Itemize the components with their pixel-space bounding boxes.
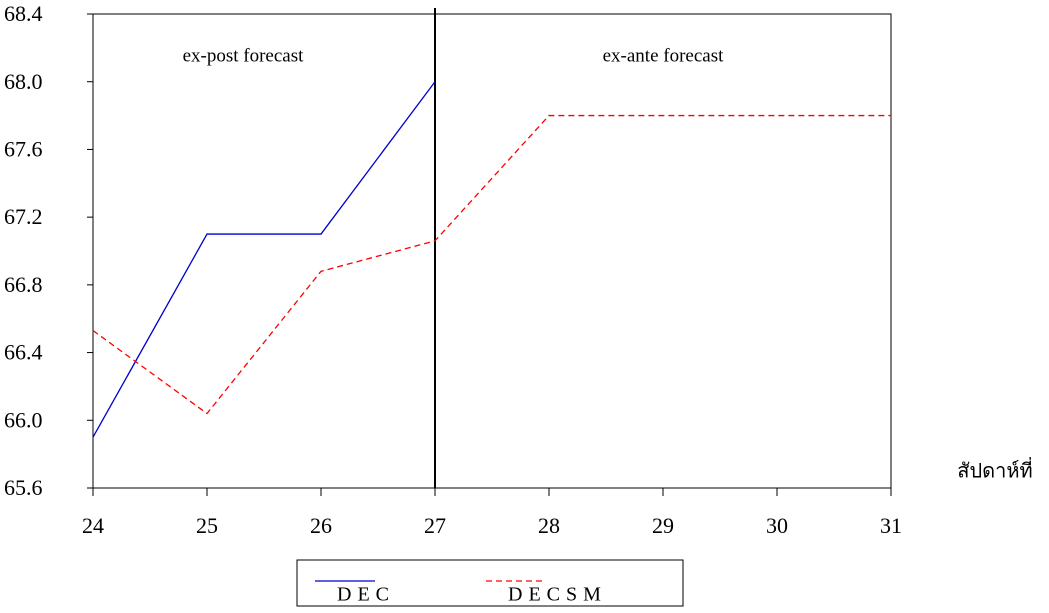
x-tick-label: 25 (196, 513, 218, 538)
y-tick-label: 67.6 (4, 136, 43, 161)
x-axis-label: สัปดาห์ที่ (957, 457, 1033, 483)
plot-frame (93, 14, 891, 488)
legend-label: DECSM (508, 584, 607, 606)
annotation: ex-ante forecast (603, 45, 725, 66)
x-tick-label: 29 (652, 513, 674, 538)
x-tick-label: 30 (766, 513, 788, 538)
chart: ex-post forecast ex-ante forecast สัปดาห… (0, 0, 1049, 613)
x-tick-label: 28 (538, 513, 560, 538)
y-tick-label: 66.4 (4, 340, 43, 365)
legend-label: DEC (337, 584, 395, 606)
y-tick-label: 68.4 (4, 1, 43, 26)
x-tick-label: 27 (424, 513, 446, 538)
y-tick-label: 67.2 (4, 204, 43, 229)
y-tick-label: 65.6 (4, 475, 43, 500)
y-tick-label: 68.0 (4, 69, 43, 94)
x-tick-label: 31 (880, 513, 902, 538)
series-line (93, 116, 891, 414)
annotation: ex-post forecast (183, 45, 305, 66)
y-tick-label: 66.8 (4, 272, 43, 297)
y-tick-label: 66.0 (4, 407, 43, 432)
x-tick-label: 24 (82, 513, 104, 538)
series-line (93, 82, 435, 438)
x-tick-label: 26 (310, 513, 332, 538)
